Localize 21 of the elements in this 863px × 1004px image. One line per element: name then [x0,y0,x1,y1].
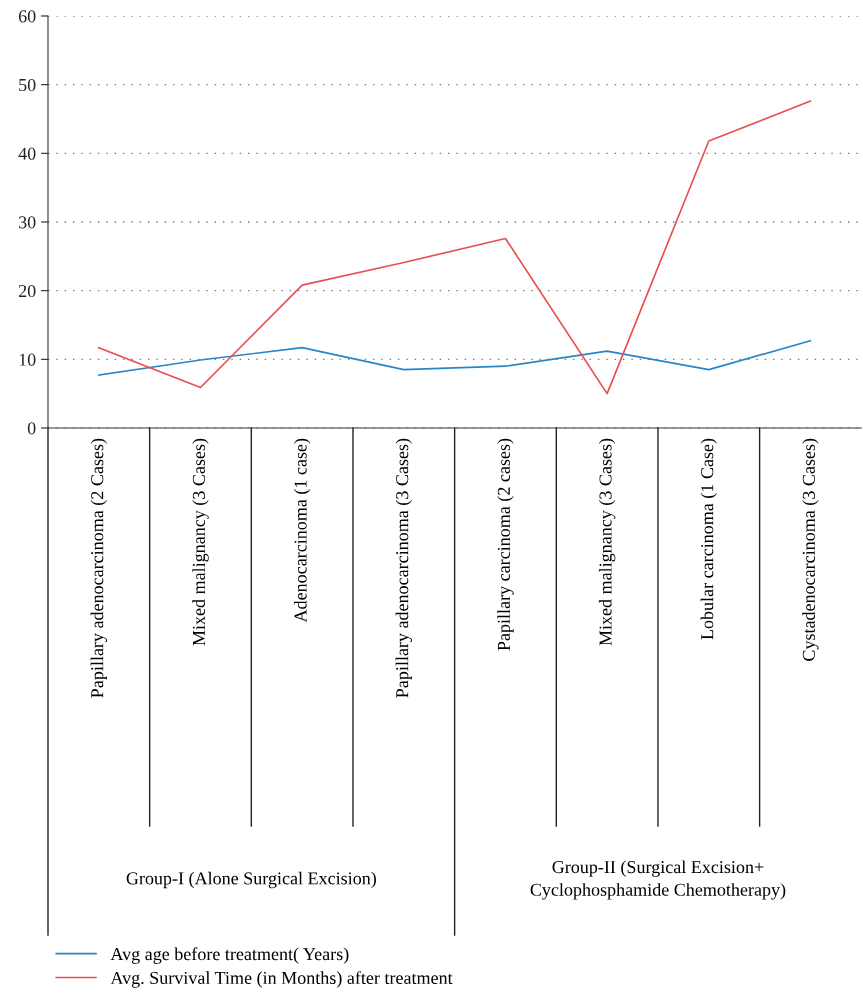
x-tick-label: Mixed malignancy (3 Cases) [192,438,209,646]
y-tick-label: 0 [27,422,36,435]
y-tick-label: 50 [19,78,36,92]
line-series [97,100,812,395]
x-tick-label: Papillary adenocarcinoma (3 Cases) [395,438,413,698]
y-tick-label: 20 [18,284,36,298]
y-tick-label: 30 [19,216,36,229]
y-tick-label: 40 [18,147,36,160]
text: Group-II (Surgical Excision+ Cyclophosphamide Chemotherapy) [530,860,786,900]
x-tick-label: Cystadenocarcinoma (3 Cases) [802,438,819,661]
text: Group-I (Alone Surgical Excision) [126,871,376,889]
x-tick-label: Papillary adenocarcinoma (2 Cases) [90,438,108,698]
x-tick-label: Papillary carcinoma (2 cases) [497,438,514,651]
x-tick-label: Adenocarcinoma (1 case) [293,438,311,623]
x-tick-label: Mixed malignancy (3 Cases) [598,438,616,646]
line-series [97,339,812,376]
x-tick-label: Lobular carcinoma (1 Case) [700,438,717,640]
legend-label: Avg age before treatment( Years) [110,947,349,964]
legend-label: Avg. Survival Time (in Months) after treatment [110,971,453,988]
y-tick-label: 10 [19,353,36,366]
y-tick-label: 60 [18,10,36,23]
